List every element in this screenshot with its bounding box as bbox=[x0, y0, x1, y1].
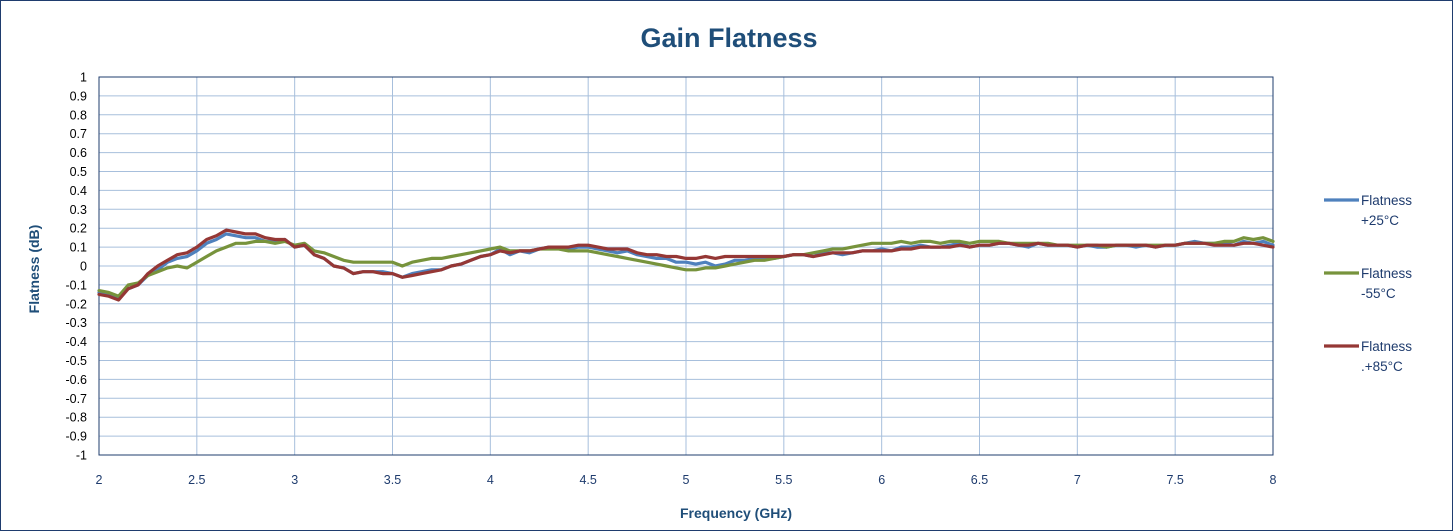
x-tick-label: 5.5 bbox=[775, 473, 792, 487]
y-tick-label: 0.2 bbox=[70, 222, 87, 236]
y-tick-label: 0.4 bbox=[70, 184, 87, 198]
y-tick-label: 0 bbox=[80, 260, 87, 274]
x-tick-label: 7.5 bbox=[1166, 473, 1183, 487]
y-tick-label: -0.4 bbox=[65, 335, 87, 349]
y-tick-label: -0.9 bbox=[65, 430, 87, 444]
x-tick-label: 2 bbox=[96, 473, 103, 487]
x-tick-label: 6 bbox=[878, 473, 885, 487]
y-tick-label: -0.7 bbox=[65, 392, 87, 406]
y-tick-label: 0.5 bbox=[70, 165, 87, 179]
legend-label: +25°C bbox=[1361, 213, 1399, 228]
y-tick-label: -0.5 bbox=[65, 354, 87, 368]
grid-layer bbox=[98, 76, 1274, 456]
x-tick-label: 2.5 bbox=[188, 473, 205, 487]
legend-label: Flatness bbox=[1361, 339, 1412, 354]
y-tick-label: -0.8 bbox=[65, 411, 87, 425]
series-layer bbox=[97, 228, 1275, 302]
x-tick-label: 5 bbox=[683, 473, 690, 487]
x-tick-label: 8 bbox=[1270, 473, 1277, 487]
y-tick-label: -0.6 bbox=[65, 373, 87, 387]
series-line-2 bbox=[97, 228, 1275, 302]
legend-item-0: Flatness +25°C bbox=[1324, 193, 1412, 228]
y-tick-label: -0.3 bbox=[65, 316, 87, 330]
x-tick-label: 3 bbox=[291, 473, 298, 487]
legend-label: .+85°C bbox=[1361, 359, 1403, 374]
y-tick-label: 0.6 bbox=[70, 146, 87, 160]
y-tick-label: -1 bbox=[76, 449, 87, 463]
y-tick-label: -0.1 bbox=[65, 278, 87, 292]
y-tick-label: 0.7 bbox=[70, 127, 87, 141]
y-tick-label: 0.8 bbox=[70, 108, 87, 122]
y-tick-label: 0.9 bbox=[70, 89, 87, 103]
x-tick-label: 6.5 bbox=[971, 473, 988, 487]
x-tick-label: 7 bbox=[1074, 473, 1081, 487]
y-tick-label: 0.3 bbox=[70, 203, 87, 217]
legend-item-2: Flatness .+85°C bbox=[1324, 339, 1412, 374]
y-axis-title: Flatness (dB) bbox=[26, 225, 42, 314]
x-tick-label: 4.5 bbox=[579, 473, 596, 487]
legend-label: Flatness bbox=[1361, 266, 1412, 281]
y-tick-label: 0.1 bbox=[70, 241, 87, 255]
x-axis-title: Frequency (GHz) bbox=[680, 505, 792, 521]
legend-item-1: Flatness -55°C bbox=[1324, 266, 1412, 301]
y-axis-ticks: 1 0.9 0.8 0.7 0.6 0.5 0.4 0.3 0.2 0.1 0 -0.1 -0.2 -0.… bbox=[65, 71, 87, 463]
plot-area-border bbox=[98, 76, 1274, 456]
x-tick-label: 4 bbox=[487, 473, 494, 487]
legend: Flatness +25°C Flatness -55°C Flatness .+85°C bbox=[1324, 193, 1412, 374]
x-axis-ticks: 2 2.5 3 3.5 4 4.5 5 5.5 6 6.5 7 7.5 8 bbox=[96, 473, 1277, 487]
x-tick-label: 3.5 bbox=[384, 473, 401, 487]
chart-title: Gain Flatness bbox=[640, 23, 817, 53]
legend-label: -55°C bbox=[1361, 286, 1396, 301]
legend-label: Flatness bbox=[1361, 193, 1412, 208]
y-tick-label: 1 bbox=[80, 71, 87, 85]
y-tick-label: -0.2 bbox=[65, 297, 87, 311]
